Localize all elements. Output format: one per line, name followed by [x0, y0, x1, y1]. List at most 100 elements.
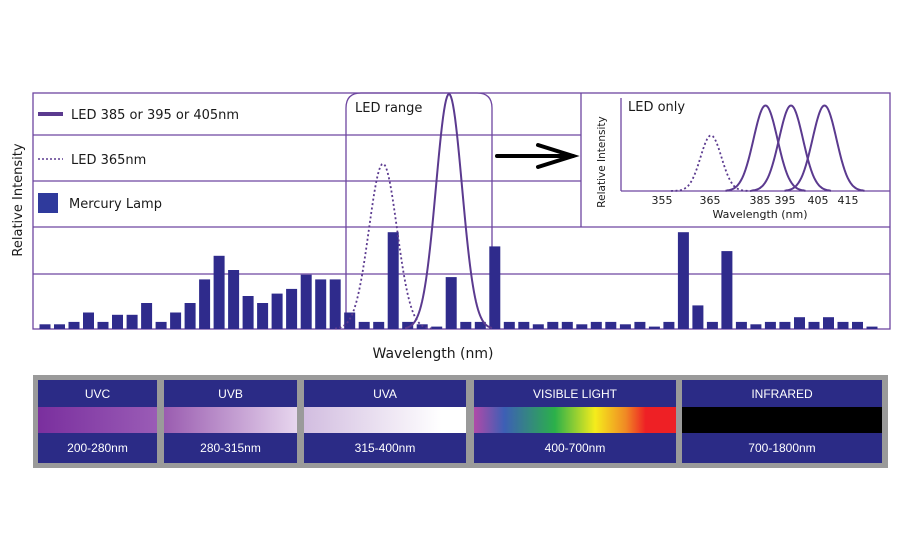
- led-curves: [334, 92, 493, 330]
- inset-tick-label: 385: [750, 194, 771, 207]
- led-365-curve: [334, 162, 433, 330]
- inset-y-label: Relative Intensity: [596, 116, 608, 207]
- mercury-bar: [54, 324, 65, 329]
- mercury-bar: [532, 324, 544, 329]
- band-panel-uvc: UVC 200-280nm: [38, 380, 157, 463]
- inset-curve: [784, 104, 865, 192]
- led-385-curve: [404, 92, 493, 330]
- mercury-bar: [387, 232, 399, 329]
- arrow-right-icon: [495, 143, 580, 169]
- mercury-bar: [329, 279, 341, 329]
- mercury-bar: [445, 277, 457, 329]
- band-panel-infrared: INFRARED 700-1800nm: [682, 380, 882, 463]
- legend: LED 385 or 395 or 405nm LED 365nm Mercur…: [38, 108, 239, 213]
- mercury-bar: [358, 321, 370, 329]
- band-panel-uvb: UVB 280-315nm: [164, 380, 297, 463]
- inset-tick-label: 365: [700, 194, 721, 207]
- inset-tick-label: 355: [652, 194, 673, 207]
- mercury-bar: [257, 303, 269, 329]
- band-color-strip: [682, 407, 882, 433]
- led-range-box: [345, 92, 493, 329]
- band-name: UVC: [84, 387, 111, 401]
- mercury-bar: [474, 321, 486, 329]
- mercury-bar: [170, 312, 182, 329]
- band-color-strip: [164, 407, 297, 433]
- mercury-bar: [126, 314, 138, 329]
- mercury-bar: [808, 321, 820, 329]
- inset-curve: [670, 134, 752, 192]
- mercury-bar: [866, 326, 878, 329]
- mercury-bar: [315, 279, 327, 329]
- legend-bar-swatch-icon: [38, 193, 58, 213]
- mercury-bar: [228, 270, 240, 329]
- inset-title: LED only: [628, 100, 685, 115]
- bars: [39, 232, 878, 329]
- mercury-bar: [605, 321, 617, 329]
- mercury-bar: [837, 321, 849, 329]
- band-range: 700-1800nm: [748, 441, 816, 455]
- inset-tick-label: 405: [808, 194, 829, 207]
- spectrum-chart: LED range LED 385 or 395 or 405nm LED 36…: [11, 92, 891, 362]
- band-range: 280-315nm: [200, 441, 261, 455]
- inset-tick-label: 395: [775, 194, 796, 207]
- mercury-bar: [83, 312, 94, 329]
- band-name: UVB: [218, 387, 243, 401]
- mercury-bar: [68, 321, 80, 329]
- band-panel-uva: UVA 315-400nm: [304, 380, 466, 463]
- inset-chart: LED only Relative Intensity Wavelength (…: [596, 98, 890, 221]
- inset-curve: [725, 104, 806, 192]
- band-range: 400-700nm: [544, 441, 606, 455]
- band-range: 200-280nm: [67, 441, 128, 455]
- mercury-bar: [503, 321, 515, 329]
- mercury-bar: [721, 251, 733, 329]
- mercury-bar: [663, 321, 675, 329]
- mercury-bar: [39, 324, 51, 329]
- mercury-bar: [271, 293, 283, 329]
- mercury-bar: [735, 321, 747, 329]
- mercury-bar: [619, 324, 631, 329]
- mercury-bar: [460, 321, 472, 329]
- mercury-bar: [97, 321, 109, 329]
- mercury-bar: [199, 279, 211, 329]
- mercury-bar: [648, 326, 660, 329]
- band-name: UVA: [373, 387, 397, 401]
- mercury-bar: [286, 288, 298, 329]
- inset-tick-label: 415: [838, 194, 859, 207]
- mercury-bar: [213, 255, 225, 329]
- band-name: INFRARED: [751, 387, 813, 401]
- mercury-bar: [692, 305, 704, 329]
- band-color-strip: [304, 407, 466, 433]
- legend-label-led-385: LED 385 or 395 or 405nm: [71, 108, 239, 123]
- mercury-bar: [489, 246, 501, 329]
- mercury-bar: [852, 321, 863, 329]
- mercury-bar: [155, 321, 167, 329]
- mercury-bar: [431, 326, 443, 329]
- mercury-bar: [561, 321, 573, 329]
- mercury-bar: [750, 324, 762, 329]
- inset-x-label: Wavelength (nm): [712, 208, 807, 221]
- y-axis-label: Relative Intensity: [11, 143, 26, 256]
- legend-label-mercury: Mercury Lamp: [69, 197, 162, 212]
- mercury-bar: [402, 321, 414, 329]
- band-range: 315-400nm: [354, 441, 416, 455]
- band-color-strip: [38, 407, 157, 433]
- mercury-bar: [184, 303, 196, 329]
- mercury-bar: [576, 324, 588, 329]
- mercury-bar: [590, 321, 602, 329]
- mercury-bar: [344, 312, 356, 329]
- mercury-bar: [764, 321, 776, 329]
- mercury-bar: [794, 317, 805, 329]
- led-range-label: LED range: [355, 101, 422, 116]
- band-panel-visible-light: VISIBLE LIGHT 400-700nm: [474, 380, 676, 463]
- mercury-bar: [779, 321, 791, 329]
- spectrum-band: UVC 200-280nm UVB 280-315nm UVA 315-400nm VISI…: [33, 375, 888, 468]
- mercury-bar: [518, 321, 530, 329]
- mercury-bar: [373, 321, 385, 329]
- mercury-bar: [300, 274, 312, 329]
- mercury-bar: [112, 314, 123, 329]
- mercury-bar: [634, 321, 646, 329]
- mercury-bar: [242, 296, 254, 329]
- mercury-bar: [547, 321, 559, 329]
- mercury-bar: [141, 303, 153, 329]
- mercury-bar: [823, 317, 834, 329]
